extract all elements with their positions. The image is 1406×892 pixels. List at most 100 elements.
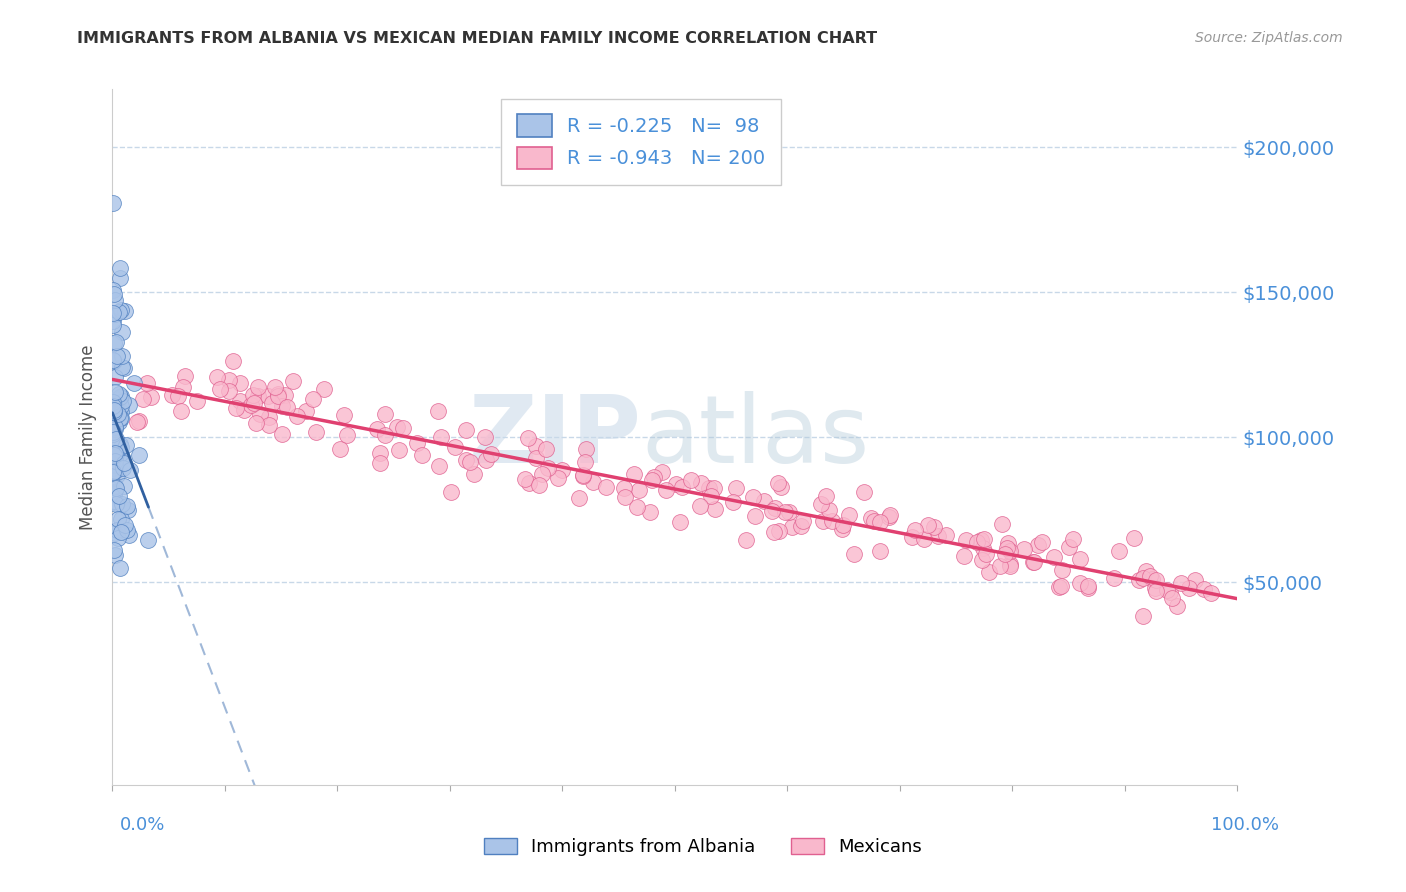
Point bbox=[1031, 535, 1053, 549]
Point bbox=[643, 470, 665, 484]
Point bbox=[1139, 569, 1161, 583]
Point bbox=[831, 522, 853, 536]
Point bbox=[671, 480, 693, 494]
Point bbox=[742, 491, 765, 505]
Point bbox=[1069, 551, 1091, 566]
Point bbox=[1156, 582, 1178, 597]
Point bbox=[440, 484, 463, 499]
Point bbox=[118, 463, 141, 477]
Point bbox=[723, 494, 745, 508]
Point bbox=[690, 475, 713, 490]
Point bbox=[953, 549, 976, 563]
Point bbox=[114, 304, 136, 318]
Point bbox=[1159, 585, 1181, 599]
Point bbox=[110, 410, 132, 425]
Point bbox=[879, 508, 901, 522]
Point bbox=[537, 461, 560, 475]
Point bbox=[869, 515, 891, 529]
Point bbox=[101, 426, 124, 441]
Point bbox=[641, 474, 664, 488]
Point bbox=[110, 512, 132, 526]
Point bbox=[114, 517, 136, 532]
Point bbox=[385, 420, 408, 434]
Point bbox=[997, 536, 1019, 550]
Point bbox=[1022, 555, 1045, 569]
Point bbox=[101, 488, 124, 502]
Point bbox=[110, 525, 132, 540]
Text: atlas: atlas bbox=[641, 391, 869, 483]
Point bbox=[366, 422, 388, 436]
Point bbox=[173, 368, 195, 383]
Point bbox=[118, 528, 141, 542]
Point bbox=[242, 388, 264, 402]
Text: ZIP: ZIP bbox=[468, 391, 641, 483]
Point bbox=[117, 503, 139, 517]
Point bbox=[186, 393, 208, 408]
Point bbox=[245, 416, 267, 430]
Point bbox=[877, 510, 900, 524]
Point bbox=[527, 477, 550, 491]
Point bbox=[844, 547, 866, 561]
Point bbox=[271, 427, 294, 442]
Point bbox=[111, 450, 134, 464]
Point bbox=[977, 565, 1000, 579]
Point bbox=[988, 558, 1011, 573]
Point bbox=[1000, 559, 1022, 574]
Point bbox=[1069, 576, 1091, 591]
Point bbox=[111, 461, 134, 475]
Point bbox=[128, 449, 150, 463]
Point bbox=[329, 442, 352, 456]
Point bbox=[1000, 544, 1022, 558]
Point bbox=[703, 481, 725, 495]
Point bbox=[104, 526, 127, 541]
Point bbox=[101, 196, 124, 211]
Point bbox=[104, 454, 127, 468]
Point bbox=[104, 478, 127, 492]
Point bbox=[444, 440, 467, 454]
Point bbox=[107, 512, 129, 526]
Point bbox=[108, 260, 131, 275]
Point bbox=[103, 543, 125, 558]
Point bbox=[460, 455, 482, 469]
Point bbox=[115, 523, 138, 537]
Point bbox=[105, 496, 128, 510]
Point bbox=[295, 404, 318, 418]
Point bbox=[516, 431, 538, 445]
Point bbox=[917, 518, 939, 533]
Point bbox=[524, 450, 547, 465]
Point bbox=[115, 500, 138, 514]
Point bbox=[260, 396, 283, 410]
Point bbox=[1122, 531, 1144, 545]
Point bbox=[105, 432, 128, 446]
Point bbox=[105, 392, 128, 407]
Point bbox=[104, 369, 127, 384]
Point bbox=[817, 503, 839, 517]
Point bbox=[792, 514, 814, 528]
Point bbox=[763, 500, 786, 515]
Point bbox=[104, 401, 127, 416]
Point bbox=[103, 353, 125, 368]
Point bbox=[852, 484, 875, 499]
Point bbox=[773, 505, 796, 519]
Point bbox=[108, 436, 131, 450]
Point bbox=[111, 359, 134, 374]
Point bbox=[247, 380, 270, 394]
Point bbox=[264, 380, 287, 394]
Point bbox=[110, 404, 132, 418]
Point bbox=[669, 515, 692, 529]
Point bbox=[517, 476, 540, 491]
Point bbox=[679, 473, 702, 487]
Point bbox=[1178, 581, 1201, 595]
Text: 0.0%: 0.0% bbox=[120, 816, 165, 834]
Point bbox=[112, 361, 135, 376]
Point bbox=[832, 518, 855, 533]
Point bbox=[101, 306, 124, 320]
Point bbox=[1102, 571, 1125, 585]
Point bbox=[1042, 550, 1064, 565]
Point bbox=[411, 449, 433, 463]
Point bbox=[761, 503, 783, 517]
Point bbox=[463, 467, 485, 482]
Point bbox=[613, 490, 636, 504]
Point bbox=[474, 453, 496, 467]
Point bbox=[754, 494, 776, 508]
